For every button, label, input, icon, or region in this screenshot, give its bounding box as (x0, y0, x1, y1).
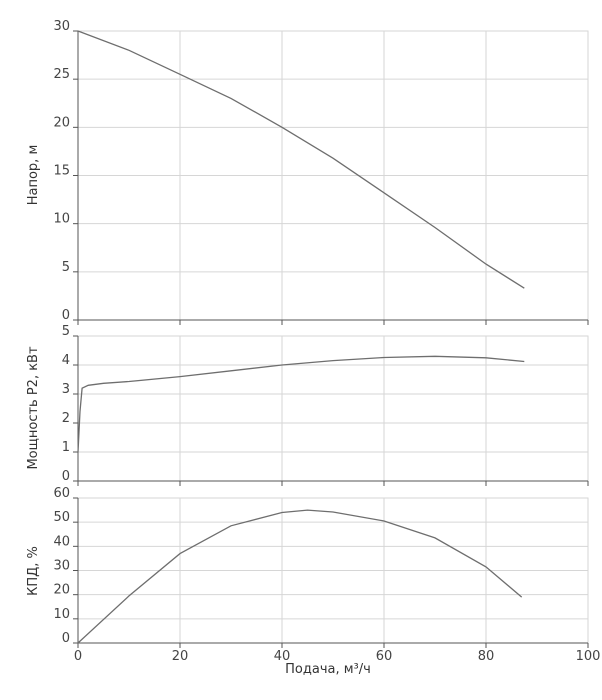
y-tick-label: 60 (53, 486, 70, 501)
y-axis-label: Мощность P2, кВт (26, 346, 41, 470)
y-tick-label: 30 (53, 19, 70, 34)
series-line (77, 509, 523, 644)
x-tick-label: 100 (576, 649, 601, 664)
plot-frame (77, 335, 589, 482)
x-tick-label: 0 (74, 649, 82, 664)
power-panel: 0 1 2 3 4 5 Мощность P2, кВт (26, 324, 589, 486)
x-tick-label: 40 (274, 649, 291, 664)
series-line (77, 355, 525, 453)
y-tick-label: 20 (53, 583, 70, 598)
y-tick-label: 30 (53, 559, 70, 574)
y-tick-label: 20 (53, 115, 70, 130)
y-tick-label: 0 (62, 308, 70, 323)
y-axis-label: Напор, м (26, 145, 41, 206)
x-tick-label: 20 (172, 649, 189, 664)
y-tick-label: 50 (53, 510, 70, 525)
y-tick-label: 10 (53, 212, 70, 227)
x-tick-label: 80 (478, 649, 495, 664)
y-tick-label: 40 (53, 534, 70, 549)
x-tick-label: 60 (376, 649, 393, 664)
y-tick-label: 15 (53, 164, 70, 179)
y-tick-label: 0 (62, 469, 70, 484)
y-tick-label: 4 (62, 353, 70, 368)
y-axis-label: КПД, % (26, 546, 41, 596)
y-tick-label: 5 (62, 324, 70, 339)
y-tick-label: 1 (62, 440, 70, 455)
series-line (77, 30, 525, 289)
y-tick-label: 5 (62, 260, 70, 275)
x-axis-label: Подача, м³/ч (285, 662, 371, 677)
y-tick-label: 0 (62, 631, 70, 646)
y-tick-label: 2 (62, 411, 70, 426)
efficiency-panel: 0 10 20 30 40 50 60 0 20 40 60 80 100 Подача, м³/ч КПД… (26, 486, 600, 677)
y-tick-label: 3 (62, 382, 70, 397)
head-panel: 0 5 10 15 20 25 30 Напор, м (26, 19, 589, 325)
y-tick-label: 25 (53, 67, 70, 82)
y-tick-label: 10 (53, 607, 70, 622)
